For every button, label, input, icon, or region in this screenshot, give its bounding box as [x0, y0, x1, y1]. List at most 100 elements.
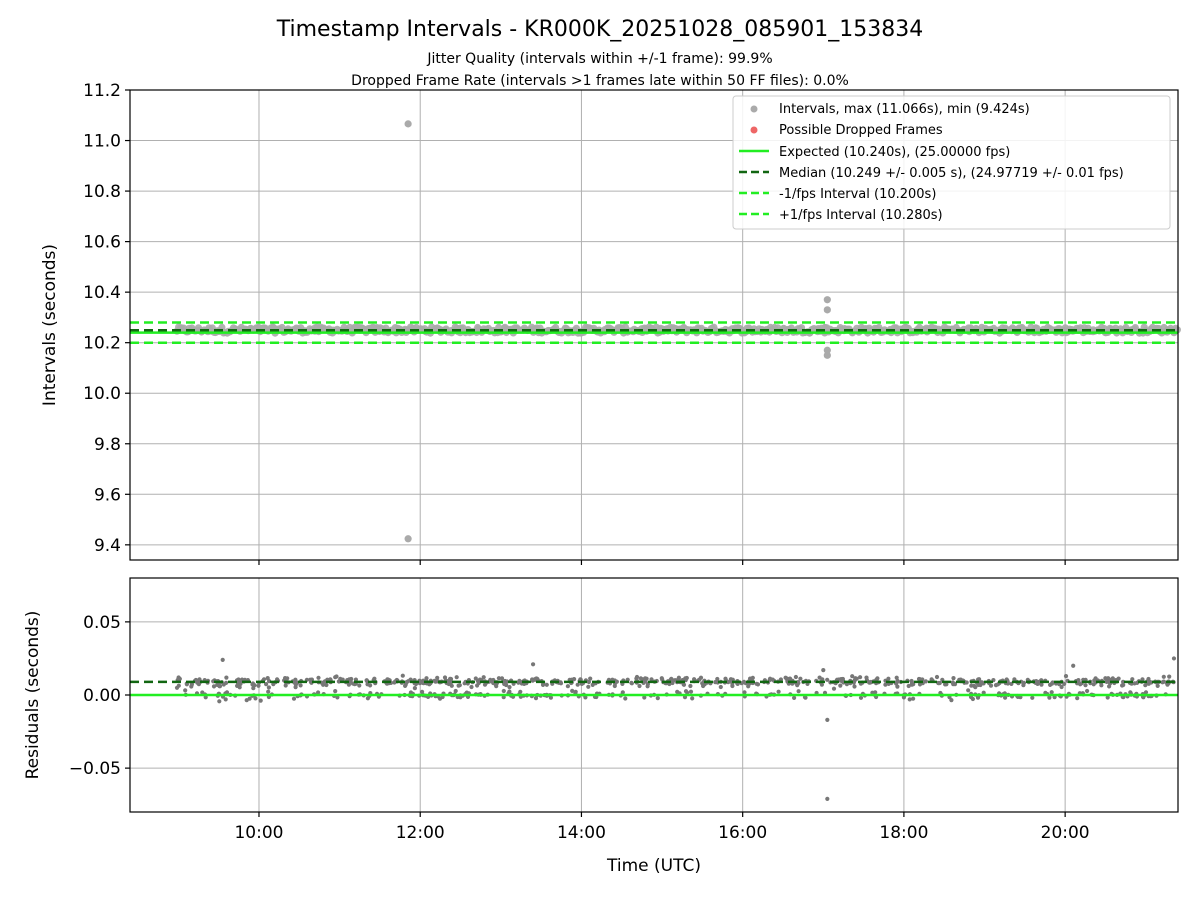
residual-point	[488, 677, 493, 682]
residual-outlier-3	[825, 796, 830, 801]
residual-point	[916, 676, 922, 682]
residual-point	[911, 682, 916, 687]
interval-outlier-3	[823, 306, 831, 314]
chart-title: Timestamp Intervals - KR000K_20251028_08…	[276, 17, 924, 42]
bottom-xtick-label-5: 20:00	[1041, 823, 1090, 843]
legend-label-intervals: Intervals, max (11.066s), min (9.424s)	[779, 102, 1030, 117]
residual-point	[1039, 682, 1044, 687]
residual-point	[324, 682, 329, 688]
residual-point	[796, 689, 801, 694]
residual-point	[637, 683, 642, 689]
residual-point	[184, 682, 189, 687]
interval-outlier-0	[404, 120, 412, 128]
residual-point	[966, 688, 971, 693]
residual-point	[1063, 674, 1069, 679]
residual-point	[1057, 682, 1062, 687]
residual-point	[858, 675, 863, 680]
residual-point	[825, 677, 830, 682]
residual-point	[907, 697, 912, 702]
residual-point	[499, 676, 505, 681]
residual-point	[253, 696, 258, 701]
residual-point	[224, 680, 229, 686]
residual-point	[540, 682, 546, 688]
residual-point	[1030, 695, 1035, 700]
top-plot-frame	[129, 89, 1179, 561]
residual-point	[400, 673, 405, 678]
residual-point	[235, 683, 240, 689]
residual-point	[1049, 690, 1054, 695]
residual-point	[676, 675, 682, 680]
residual-outlier-0	[220, 657, 225, 663]
residual-outlier-4	[1171, 656, 1177, 661]
residual-point	[688, 689, 694, 694]
residual-point	[454, 675, 459, 680]
bottom-ytick-label-0: −0.05	[69, 759, 121, 779]
residual-point	[385, 677, 390, 682]
residual-point	[183, 688, 188, 693]
residual-point	[481, 675, 486, 680]
residual-point	[868, 680, 873, 685]
residual-point	[978, 680, 983, 685]
residual-point	[174, 685, 180, 690]
residual-point	[798, 676, 803, 681]
residual-point	[266, 689, 271, 694]
residual-point	[755, 682, 761, 687]
residual-point	[1140, 677, 1145, 682]
residual-point	[364, 678, 369, 683]
residual-point	[475, 683, 480, 688]
residual-point	[700, 681, 705, 686]
residual-point	[995, 682, 1001, 687]
legend: Intervals, max (11.066s), min (9.424s) P…	[732, 95, 1171, 230]
residual-point	[688, 683, 693, 689]
residual-point	[275, 677, 280, 682]
bottom-y-ticks: −0.05 0.00 0.05	[69, 613, 130, 779]
residual-outlier-6	[821, 668, 826, 673]
residual-point	[886, 676, 891, 681]
residual-point	[469, 684, 474, 690]
residual-point	[681, 682, 687, 687]
residual-point	[223, 697, 228, 702]
top-x-tick-marks	[258, 560, 1066, 565]
top-ytick-label-0: 9.4	[94, 536, 121, 556]
residual-point	[565, 684, 571, 689]
residual-point	[1103, 676, 1108, 681]
top-reference-lines	[130, 321, 1178, 344]
residual-point	[1049, 681, 1055, 686]
residual-outlier-1	[530, 662, 536, 667]
residual-point	[572, 677, 577, 682]
top-ytick-label-3: 10.0	[83, 384, 121, 404]
residual-point	[357, 683, 362, 688]
residual-point	[530, 677, 535, 682]
residual-point	[285, 676, 290, 681]
residual-point	[321, 682, 326, 687]
residual-point	[683, 689, 689, 694]
residual-point	[424, 676, 429, 681]
residual-point	[250, 682, 255, 687]
residual-point	[1047, 695, 1052, 700]
bottom-xtick-label-0: 10:00	[234, 823, 283, 843]
residual-point	[894, 675, 899, 680]
residual-point	[949, 698, 954, 703]
residual-point	[883, 682, 888, 687]
residual-point	[586, 684, 591, 689]
interval-outlier-4	[823, 346, 831, 354]
residual-point	[575, 682, 580, 687]
residual-point	[264, 682, 269, 687]
legend-label-plus-fps: +1/fps Interval (10.280s)	[779, 208, 943, 223]
residual-point	[864, 675, 869, 680]
residual-point	[1083, 683, 1088, 688]
residual-point	[793, 674, 799, 680]
residual-point	[659, 676, 664, 681]
residual-point	[412, 686, 417, 691]
residual-point	[895, 679, 900, 685]
residual-point	[1161, 674, 1166, 679]
residual-point	[334, 674, 339, 679]
residual-point	[1130, 677, 1135, 682]
top-ytick-label-5: 10.4	[83, 283, 121, 303]
residual-point	[988, 683, 994, 688]
x-axis-label: Time (UTC)	[606, 856, 701, 876]
residual-point	[776, 689, 781, 694]
residual-point	[1132, 681, 1137, 686]
residual-point	[1075, 696, 1080, 701]
top-ytick-label-1: 9.6	[94, 485, 121, 505]
